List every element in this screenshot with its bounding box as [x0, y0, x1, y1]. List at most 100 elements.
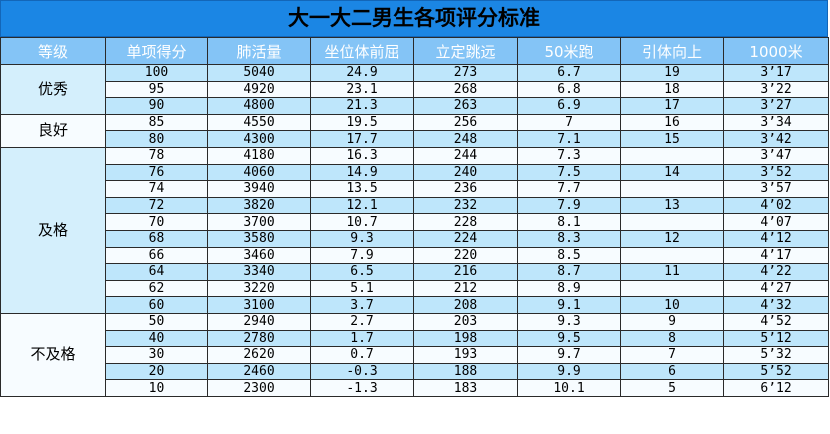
- 1000m-cell[interactable]: 3’17: [723, 64, 829, 82]
- lung-capacity-cell[interactable]: 4300: [207, 130, 311, 148]
- 1000m-cell[interactable]: 5’32: [723, 346, 829, 364]
- score-cell[interactable]: 68: [105, 229, 208, 248]
- standing-jump-cell[interactable]: 216: [413, 263, 518, 281]
- 1000m-cell[interactable]: 3’22: [723, 80, 829, 99]
- standing-jump-cell[interactable]: 188: [413, 362, 518, 381]
- 50m-run-cell[interactable]: 8.1: [517, 213, 621, 231]
- 50m-run-cell[interactable]: 7.1: [517, 130, 621, 148]
- score-cell[interactable]: 50: [105, 312, 208, 331]
- standing-jump-cell[interactable]: 236: [413, 180, 518, 198]
- 1000m-cell[interactable]: 4’32: [723, 296, 829, 314]
- lung-capacity-cell[interactable]: 3460: [207, 246, 311, 265]
- 1000m-cell[interactable]: 4’22: [723, 263, 829, 281]
- lung-capacity-cell[interactable]: 3940: [207, 180, 311, 198]
- lung-capacity-cell[interactable]: 2460: [207, 362, 311, 381]
- 1000m-cell[interactable]: 5’12: [723, 329, 829, 348]
- 1000m-cell[interactable]: 3’47: [723, 146, 829, 165]
- 50m-run-cell[interactable]: 9.5: [517, 329, 621, 348]
- standing-jump-cell[interactable]: 240: [413, 163, 518, 182]
- 50m-run-cell[interactable]: 7.9: [517, 196, 621, 215]
- score-cell[interactable]: 85: [105, 113, 208, 132]
- score-cell[interactable]: 70: [105, 213, 208, 231]
- sit-and-reach-cell[interactable]: 0.7: [310, 346, 414, 364]
- standing-jump-cell[interactable]: 208: [413, 296, 518, 314]
- 1000m-cell[interactable]: 4’27: [723, 279, 829, 298]
- 50m-run-cell[interactable]: 7: [517, 113, 621, 132]
- sit-and-reach-cell[interactable]: 23.1: [310, 80, 414, 99]
- 1000m-cell[interactable]: 4’17: [723, 246, 829, 265]
- 50m-run-cell[interactable]: 6.8: [517, 80, 621, 99]
- 50m-run-cell[interactable]: 8.7: [517, 263, 621, 281]
- pull-up-cell[interactable]: [620, 146, 724, 165]
- score-cell[interactable]: 64: [105, 263, 208, 281]
- standing-jump-cell[interactable]: 224: [413, 229, 518, 248]
- 50m-run-cell[interactable]: 7.5: [517, 163, 621, 182]
- lung-capacity-cell[interactable]: 4800: [207, 97, 311, 115]
- score-cell[interactable]: 76: [105, 163, 208, 182]
- 50m-run-cell[interactable]: 9.9: [517, 362, 621, 381]
- sit-and-reach-cell[interactable]: 7.9: [310, 246, 414, 265]
- lung-capacity-cell[interactable]: 3220: [207, 279, 311, 298]
- 1000m-cell[interactable]: 3’52: [723, 163, 829, 182]
- score-cell[interactable]: 74: [105, 180, 208, 198]
- lung-capacity-cell[interactable]: 3340: [207, 263, 311, 281]
- standing-jump-cell[interactable]: 220: [413, 246, 518, 265]
- sit-and-reach-cell[interactable]: -0.3: [310, 362, 414, 381]
- pull-up-cell[interactable]: 11: [620, 263, 724, 281]
- grade-cell[interactable]: 不及格: [0, 312, 106, 397]
- sit-and-reach-cell[interactable]: 12.1: [310, 196, 414, 215]
- 1000m-cell[interactable]: 4’52: [723, 312, 829, 331]
- 50m-run-cell[interactable]: 8.9: [517, 279, 621, 298]
- score-cell[interactable]: 80: [105, 130, 208, 148]
- pull-up-cell[interactable]: 16: [620, 113, 724, 132]
- 1000m-cell[interactable]: 3’42: [723, 130, 829, 148]
- score-cell[interactable]: 30: [105, 346, 208, 364]
- 1000m-cell[interactable]: 3’57: [723, 180, 829, 198]
- standing-jump-cell[interactable]: 256: [413, 113, 518, 132]
- 50m-run-cell[interactable]: 8.5: [517, 246, 621, 265]
- header-sit-and-reach[interactable]: 坐位体前屈: [310, 37, 414, 65]
- sit-and-reach-cell[interactable]: 6.5: [310, 263, 414, 281]
- pull-up-cell[interactable]: 19: [620, 64, 724, 82]
- header-score[interactable]: 单项得分: [105, 37, 208, 65]
- standing-jump-cell[interactable]: 183: [413, 379, 518, 397]
- score-cell[interactable]: 10: [105, 379, 208, 397]
- header-1000m[interactable]: 1000米: [723, 37, 829, 65]
- 1000m-cell[interactable]: 4’12: [723, 229, 829, 248]
- pull-up-cell[interactable]: [620, 180, 724, 198]
- score-cell[interactable]: 100: [105, 64, 208, 82]
- score-cell[interactable]: 95: [105, 80, 208, 99]
- 50m-run-cell[interactable]: 7.3: [517, 146, 621, 165]
- sit-and-reach-cell[interactable]: 2.7: [310, 312, 414, 331]
- pull-up-cell[interactable]: 17: [620, 97, 724, 115]
- 1000m-cell[interactable]: 4’02: [723, 196, 829, 215]
- pull-up-cell[interactable]: 14: [620, 163, 724, 182]
- lung-capacity-cell[interactable]: 4180: [207, 146, 311, 165]
- 50m-run-cell[interactable]: 10.1: [517, 379, 621, 397]
- lung-capacity-cell[interactable]: 3700: [207, 213, 311, 231]
- lung-capacity-cell[interactable]: 2940: [207, 312, 311, 331]
- score-cell[interactable]: 78: [105, 146, 208, 165]
- 50m-run-cell[interactable]: 9.7: [517, 346, 621, 364]
- pull-up-cell[interactable]: 12: [620, 229, 724, 248]
- lung-capacity-cell[interactable]: 2300: [207, 379, 311, 397]
- score-cell[interactable]: 60: [105, 296, 208, 314]
- pull-up-cell[interactable]: 18: [620, 80, 724, 99]
- sit-and-reach-cell[interactable]: 3.7: [310, 296, 414, 314]
- header-50m-run[interactable]: 50米跑: [517, 37, 621, 65]
- sit-and-reach-cell[interactable]: 1.7: [310, 329, 414, 348]
- 50m-run-cell[interactable]: 6.7: [517, 64, 621, 82]
- 1000m-cell[interactable]: 6’12: [723, 379, 829, 397]
- standing-jump-cell[interactable]: 268: [413, 80, 518, 99]
- grade-cell[interactable]: 及格: [0, 146, 106, 314]
- sit-and-reach-cell[interactable]: 5.1: [310, 279, 414, 298]
- pull-up-cell[interactable]: 6: [620, 362, 724, 381]
- score-cell[interactable]: 40: [105, 329, 208, 348]
- lung-capacity-cell[interactable]: 2620: [207, 346, 311, 364]
- score-cell[interactable]: 72: [105, 196, 208, 215]
- standing-jump-cell[interactable]: 203: [413, 312, 518, 331]
- sit-and-reach-cell[interactable]: 24.9: [310, 64, 414, 82]
- 50m-run-cell[interactable]: 8.3: [517, 229, 621, 248]
- pull-up-cell[interactable]: 8: [620, 329, 724, 348]
- lung-capacity-cell[interactable]: 4550: [207, 113, 311, 132]
